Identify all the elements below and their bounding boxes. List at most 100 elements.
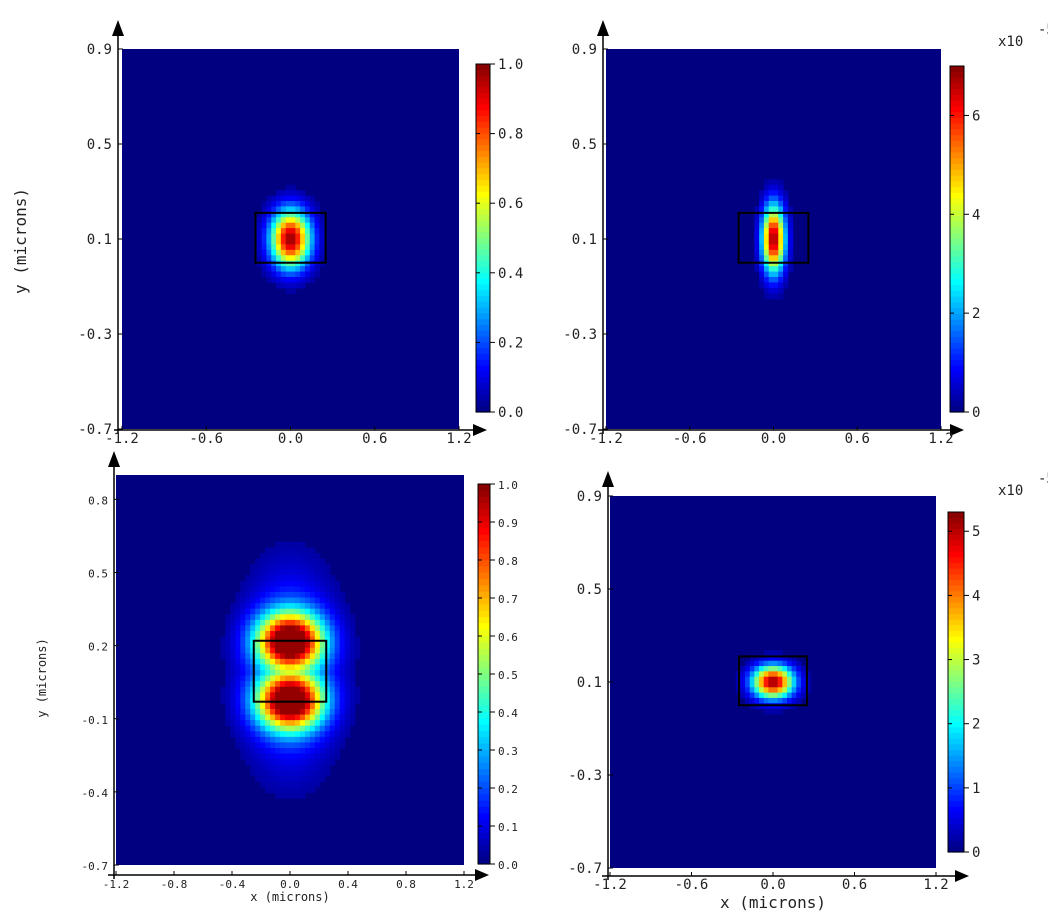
heatmap-cell [245,686,251,693]
heatmap-cell [265,636,271,643]
heatmap-cell [245,642,251,649]
heatmap-cell [759,682,765,688]
heatmap-cell [270,709,276,716]
heatmap-cell [275,775,281,783]
heatmap-cell [256,233,263,240]
colorbar-segment [950,94,964,102]
heatmap-cell [319,603,326,610]
y-tick-label: 0.2 [88,641,108,654]
heatmap-cell [290,736,296,744]
heatmap-cell [300,201,306,208]
colorbar-segment [950,354,964,361]
colorbar-segment [478,604,490,612]
heatmap-cell [324,603,331,610]
heatmap-cell [334,608,341,615]
heatmap-cell [768,217,775,224]
heatmap-cell [314,249,320,256]
heatmap-cell [280,266,287,273]
heatmap-cell [290,631,296,638]
heatmap-cell [777,660,783,667]
colorbar-segment [950,140,964,148]
heatmap-cell [261,266,268,273]
heatmap-cell [304,670,311,677]
heatmap-cell [290,190,296,197]
heatmap-cell [290,547,296,554]
heatmap-cell [783,206,789,213]
colorbar-segment [476,278,490,285]
y-tick-label: 0.5 [87,137,112,153]
colorbar-segment [476,64,490,71]
heatmap-cell [344,608,351,615]
heatmap-cell [768,687,774,694]
heatmap-cell [314,603,321,610]
heatmap-cell [349,636,356,643]
colorbar-segment [476,365,490,372]
colorbar-segment [948,534,964,541]
heatmap-cell [275,736,281,744]
heatmap-cell [768,650,774,657]
heatmap-cell [304,586,311,593]
heatmap-cell [240,670,246,677]
heatmap-cell [759,201,765,208]
heatmap-cell [334,658,341,666]
heatmap-cell [245,597,251,604]
heatmap-cell [290,603,296,610]
heatmap-cell [759,217,765,224]
y-tick-label: -0.7 [568,861,602,877]
colorbar-segment [950,308,964,315]
heatmap-cell [309,759,316,766]
heatmap-cell [787,239,794,246]
colorbar-segment [476,226,490,233]
heatmap-cell [276,233,282,240]
heatmap-cell [334,742,341,749]
heatmap-cell [791,666,797,672]
heatmap-cell [309,608,316,615]
heatmap-cell [275,619,281,627]
x-axis-label: x (microns) [720,893,826,912]
heatmap-cell [309,736,316,744]
heatmap-cell [230,697,236,705]
heatmap-cell [749,671,755,678]
colorbar-segment [476,284,490,291]
colorbar-segment [948,653,964,660]
heatmap-cell [299,614,306,621]
heatmap-cell [240,642,246,649]
heatmap-cell [270,608,276,615]
colorbar-segment [950,164,964,171]
heatmap-cell [245,586,251,593]
heatmap-cell [319,736,326,744]
heatmap-cell [255,720,261,727]
heatmap-cell [787,228,794,235]
heatmap-cell [260,614,266,621]
heatmap-cell [334,614,341,621]
heatmap-cell [245,608,251,615]
heatmap-cell [235,742,241,749]
colorbar-segment [948,806,964,813]
heatmap-cell [329,625,336,632]
colorbar-tick-label: 0.2 [498,783,518,796]
heatmap-cell [319,658,326,666]
heatmap-cell [778,287,784,294]
heatmap-cell [235,681,241,688]
heatmap-cell [290,244,296,251]
colorbar-frame [947,511,965,853]
heatmap-cell [290,277,296,284]
heatmap-cell [270,703,276,710]
heatmap-cell [280,753,286,760]
heatmap-cell [300,206,306,213]
heatmap-cell [295,277,301,284]
heatmap-cell [260,653,266,660]
heatmap-cell [290,647,296,654]
heatmap-cell [270,558,276,565]
heatmap-bottom-left [116,475,464,865]
heatmap-cell [759,222,765,229]
colorbar-segment [476,191,490,198]
heatmap-cell [773,293,779,300]
heatmap-cell [339,686,346,693]
heatmap-cell [309,266,316,273]
heatmap-cell [314,775,321,783]
heatmap-cell [275,664,281,671]
heatmap-cell [319,211,325,218]
heatmap-cell [250,748,256,755]
colorbar-segment [476,354,490,361]
